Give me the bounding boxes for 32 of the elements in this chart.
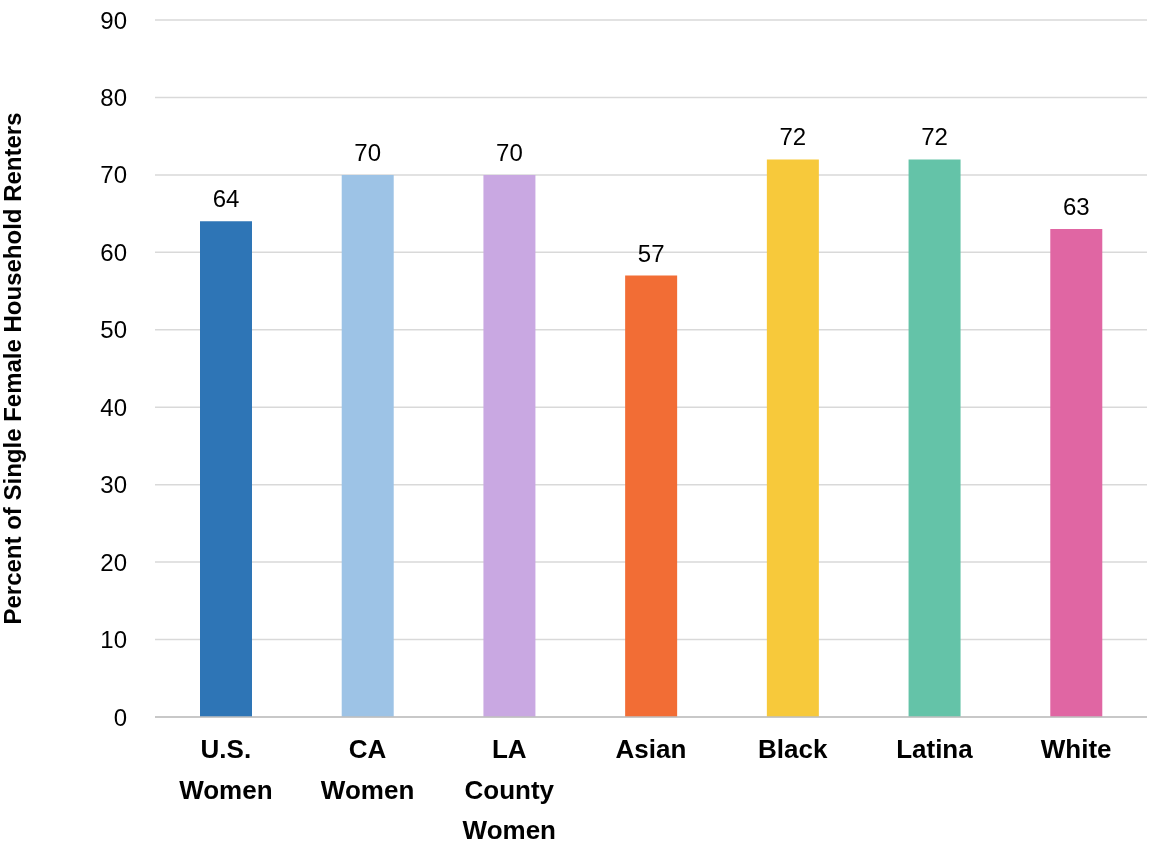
data-label: 64 — [212, 185, 240, 213]
x-tick-label: White — [1040, 734, 1112, 765]
data-label: 70 — [496, 138, 523, 166]
data-label: 63 — [1062, 193, 1090, 221]
x-tick-label: CA Women — [320, 734, 415, 805]
y-tick-label: 0 — [113, 703, 127, 731]
x-tick-label: LA County Women — [462, 734, 556, 845]
y-tick-label: 70 — [100, 161, 127, 189]
x-tick-label: Asian — [615, 734, 687, 765]
y-tick-label: 80 — [100, 83, 127, 111]
y-tick-label: 30 — [100, 471, 127, 499]
data-label: 72 — [779, 123, 807, 151]
bar — [908, 159, 961, 717]
y-tick-label: 20 — [100, 548, 127, 576]
data-label: 70 — [354, 138, 382, 166]
bar — [483, 174, 536, 717]
data-label: 57 — [637, 239, 665, 267]
bar — [200, 221, 252, 717]
bar — [1050, 229, 1103, 717]
bar — [766, 159, 819, 717]
y-tick-label: 60 — [100, 238, 127, 266]
y-tick-label: 90 — [100, 6, 127, 34]
bar — [341, 174, 394, 717]
y-tick-label: 10 — [100, 626, 127, 654]
bar — [625, 275, 678, 717]
y-tick-label: 40 — [100, 393, 127, 421]
y-axis-title: Percent of Single Female Household Renters — [0, 112, 26, 625]
x-tick-label: Black — [758, 734, 828, 765]
y-tick-label: 50 — [100, 316, 127, 344]
x-tick-label: U.S. Women — [179, 734, 273, 805]
data-label: 72 — [921, 123, 948, 151]
x-tick-label: Latina — [896, 734, 974, 765]
